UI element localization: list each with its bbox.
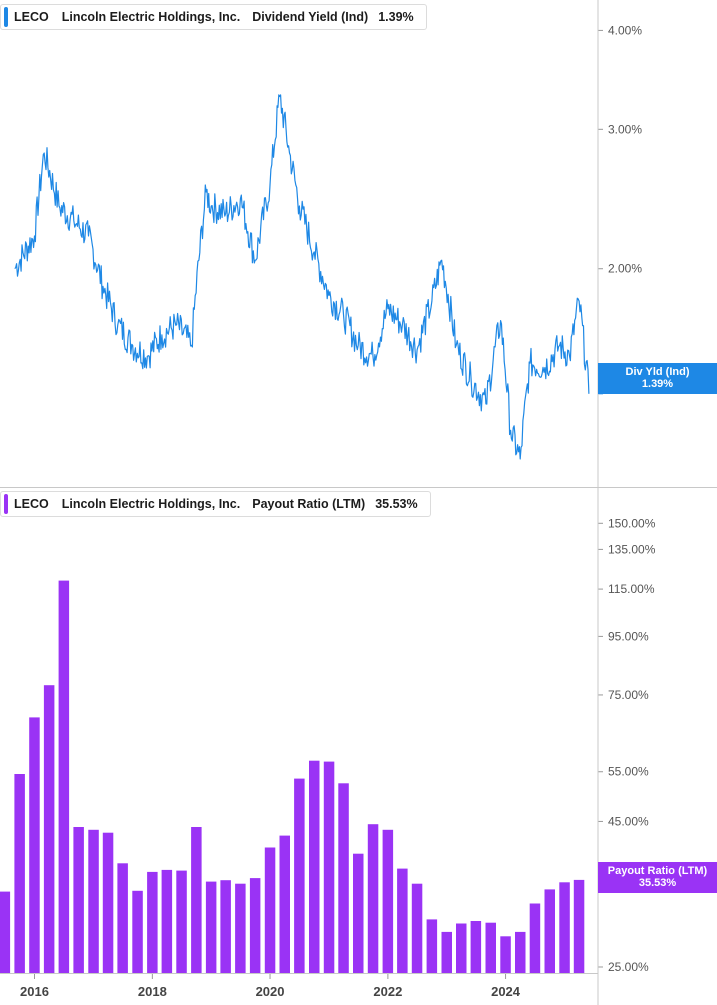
payout-ratio-bar [500, 936, 511, 973]
metric-value: 1.39% [378, 10, 414, 24]
y-tick-label: 150.00% [608, 516, 656, 530]
payout-ratio-legend: LECO Lincoln Electric Holdings, Inc. Pay… [0, 491, 431, 517]
y-tick-label: 115.00% [608, 582, 655, 596]
payout-ratio-bar [14, 774, 25, 973]
y-tick-label: 4.00% [608, 23, 642, 37]
dividend-yield-value-tag: Div Yld (Ind) 1.39% [598, 363, 717, 394]
x-tick-label: 2018 [138, 984, 167, 999]
payout-ratio-bar [485, 922, 496, 973]
payout-ratio-bar [456, 923, 467, 973]
x-tick-label: 2022 [373, 984, 402, 999]
company-name: Lincoln Electric Holdings, Inc. [61, 10, 241, 24]
company-name: Lincoln Electric Holdings, Inc. [61, 497, 241, 511]
payout-ratio-bar [264, 847, 276, 973]
metric-value: 35.53% [375, 497, 418, 511]
payout-ratio-bar [411, 883, 423, 973]
payout-ratio-bar [191, 827, 202, 973]
tag-value: 35.53% [638, 877, 677, 889]
payout-ratio-bar [102, 832, 114, 973]
payout-ratio-bar [470, 921, 482, 973]
payout-ratio-bar [249, 878, 261, 973]
ticker-label: LECO [14, 497, 49, 511]
payout-ratio-bar [220, 880, 231, 973]
payout-ratio-bar [132, 890, 143, 973]
payout-ratio-bar [0, 891, 11, 973]
payout-ratio-bar [279, 835, 290, 973]
payout-ratio-bar [73, 827, 84, 973]
dividend-yield-legend: LECO Lincoln Electric Holdings, Inc. Div… [0, 4, 427, 30]
y-tick-label: 45.00% [608, 814, 649, 828]
ticker-label: LECO [14, 10, 49, 24]
payout-ratio-bar [573, 879, 585, 973]
payout-ratio-bar [323, 761, 335, 973]
payout-ratio-bar [176, 870, 187, 973]
payout-ratio-bar [205, 881, 217, 973]
tag-title: Payout Ratio (LTM) [607, 865, 708, 877]
payout-ratio-bar [529, 903, 541, 973]
payout-ratio-bar [29, 717, 40, 973]
payout-ratio-bar [559, 882, 570, 973]
payout-ratio-bar [338, 783, 349, 973]
y-tick-label: 2.00% [608, 262, 642, 276]
metric-name: Payout Ratio (LTM) [252, 497, 366, 511]
payout-ratio-panel: 150.00% 135.00% 115.00% 95.00% 75.00% 55.00% 4… [0, 516, 656, 974]
payout-ratio-bar [367, 824, 379, 973]
payout-ratio-bar [382, 829, 394, 973]
payout-ratio-bar [43, 685, 55, 973]
payout-ratio-bar [353, 853, 364, 973]
payout-ratio-bar [544, 889, 555, 973]
dividend-yield-panel: 4.00% 3.00% 2.00% [14, 23, 642, 460]
payout-ratio-bar [309, 760, 320, 973]
x-tick-label: 2020 [256, 984, 285, 999]
payout-ratio-bar [161, 869, 173, 973]
x-axis: 2016 2018 2020 2022 2024 [20, 973, 521, 999]
dividend-yield-line [14, 94, 590, 460]
x-tick-label: 2016 [20, 984, 49, 999]
y-tick-label: 75.00% [608, 688, 649, 702]
payout-ratio-bar [147, 871, 158, 973]
x-tick-label: 2024 [491, 984, 521, 999]
payout-ratio-bar [58, 580, 70, 973]
y-tick-label: 95.00% [608, 629, 649, 643]
y-tick-label: 3.00% [608, 122, 642, 136]
payout-ratio-bar [235, 883, 246, 973]
series-swatch [4, 494, 8, 514]
series-swatch [4, 7, 8, 27]
payout-ratio-bar [294, 778, 305, 973]
tag-value: 1.39% [641, 378, 674, 390]
tag-title: Div Yld (Ind) [625, 366, 690, 378]
payout-ratio-bar [426, 919, 438, 973]
y-tick-label: 135.00% [608, 542, 656, 556]
payout-ratio-bar [515, 931, 526, 973]
y-tick-label: 25.00% [608, 960, 649, 974]
metric-name: Dividend Yield (Ind) [252, 10, 369, 24]
payout-ratio-bar [441, 931, 452, 973]
payout-ratio-value-tag: Payout Ratio (LTM) 35.53% [598, 862, 717, 893]
payout-ratio-bar [88, 829, 99, 973]
payout-ratio-bar [117, 863, 128, 973]
payout-ratio-bar [397, 868, 408, 973]
y-tick-label: 55.00% [608, 765, 649, 779]
